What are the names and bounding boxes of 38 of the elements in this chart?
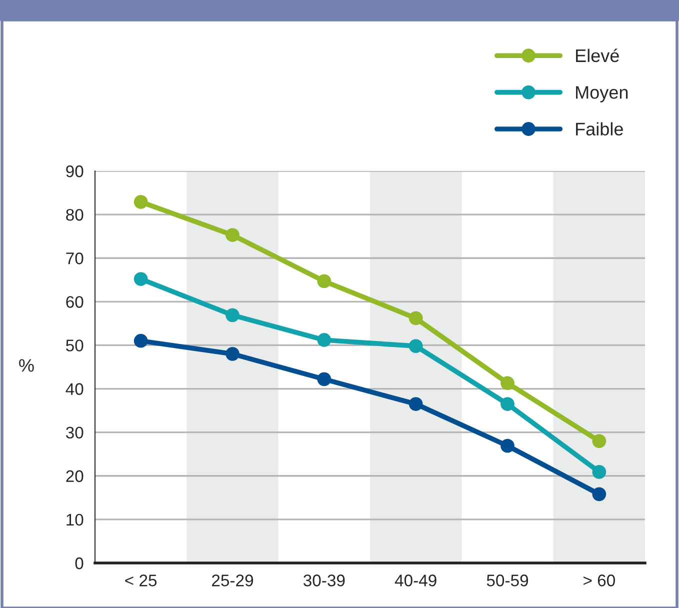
point bbox=[500, 438, 514, 453]
point bbox=[134, 272, 148, 286]
point bbox=[226, 308, 240, 322]
y-tick-label: 20 bbox=[66, 470, 84, 482]
point bbox=[317, 274, 332, 288]
x-tick-label: > 60 bbox=[584, 574, 615, 586]
point bbox=[408, 311, 423, 326]
x-tick-label: < 25 bbox=[125, 574, 157, 586]
x-tick-label: 40-49 bbox=[394, 574, 436, 586]
x-tick-label: 30-39 bbox=[303, 574, 345, 586]
y-axis-title: % bbox=[19, 359, 34, 372]
point bbox=[317, 333, 332, 347]
point bbox=[500, 397, 514, 411]
y-tick-label: 50 bbox=[66, 340, 84, 352]
point bbox=[226, 228, 240, 242]
point bbox=[317, 372, 332, 386]
point bbox=[500, 376, 514, 390]
point bbox=[408, 397, 423, 411]
point bbox=[134, 334, 148, 348]
y-tick-label: 10 bbox=[66, 514, 84, 526]
point bbox=[134, 194, 148, 209]
legend-label: Elevé bbox=[576, 48, 619, 62]
y-tick-label: 70 bbox=[66, 252, 84, 264]
y-tick-label: 0 bbox=[75, 557, 84, 570]
y-tick-label: 90 bbox=[66, 165, 84, 178]
point bbox=[592, 434, 606, 448]
legend-label: Moyen bbox=[576, 86, 628, 102]
y-tick-label: 40 bbox=[66, 383, 84, 395]
y-tick-label: 80 bbox=[66, 208, 84, 221]
y-tick-label: 30 bbox=[66, 426, 84, 439]
x-tick-label: 25-29 bbox=[212, 574, 254, 586]
point bbox=[592, 487, 606, 502]
point bbox=[408, 339, 423, 354]
point bbox=[592, 465, 606, 479]
x-tick-label: 50-59 bbox=[486, 574, 528, 586]
point bbox=[226, 346, 240, 361]
legend-label: Faible bbox=[576, 122, 623, 136]
y-tick-label: 60 bbox=[66, 296, 84, 308]
